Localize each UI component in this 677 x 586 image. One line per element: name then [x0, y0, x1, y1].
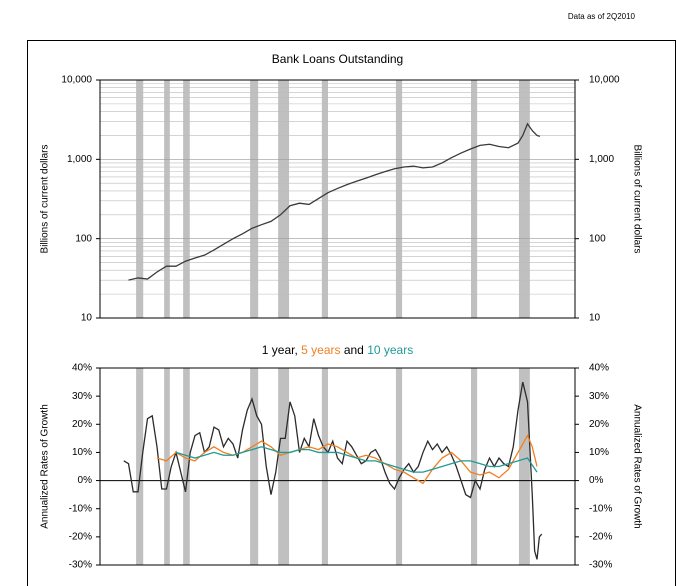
data-note: Data as of 2Q2010	[568, 12, 636, 21]
y-tick-label: -30%	[69, 560, 92, 571]
y-tick-label: 10	[81, 313, 93, 324]
y2-axis-label: Annualized Rates of Growth	[631, 404, 642, 529]
y2-tick-label: 1,000	[589, 154, 614, 165]
plot-area	[99, 79, 576, 319]
y2-tick-label: 10	[589, 313, 601, 324]
shaded-period	[470, 368, 478, 565]
y2-tick-label: -10%	[589, 503, 612, 514]
y-tick-label: 20%	[72, 419, 92, 430]
y2-tick-label: -30%	[589, 560, 612, 571]
shaded-period	[278, 80, 290, 318]
title-separator: ,	[294, 343, 301, 357]
shaded-period	[183, 368, 190, 565]
y2-tick-label: 20%	[589, 419, 609, 430]
shaded-period	[518, 80, 530, 318]
shaded-period	[183, 80, 190, 318]
shaded-period	[250, 368, 259, 565]
shaded-period	[164, 80, 170, 318]
data-line	[175, 446, 538, 473]
y-tick-label: 40%	[72, 363, 92, 374]
y-tick-label: -10%	[69, 503, 92, 514]
shaded-period	[164, 368, 170, 565]
y2-tick-label: 30%	[589, 391, 609, 402]
title-separator: and	[341, 343, 368, 357]
shaded-period	[321, 368, 328, 565]
shaded-period	[278, 368, 290, 565]
y-tick-label: 0%	[78, 475, 93, 486]
y2-tick-label: 100	[589, 233, 606, 244]
y2-tick-label: 10%	[589, 447, 609, 458]
shaded-period	[136, 368, 144, 565]
y2-axis-label: Billions of current dollars	[631, 145, 642, 254]
data-line	[128, 122, 541, 281]
y-axis-label: Billions of current dollars	[40, 145, 51, 254]
shaded-period	[136, 80, 144, 318]
legend-entry: 5 years	[301, 343, 340, 357]
y-tick-label: -20%	[69, 531, 92, 542]
data-line	[123, 381, 543, 560]
shaded-period	[395, 368, 403, 565]
chart-title: 1 year, 5 years and 10 years	[262, 343, 413, 357]
y-tick-label: 10%	[72, 447, 92, 458]
chart-title: Bank Loans Outstanding	[272, 52, 403, 66]
y-axis-label: Annualized Rates of Growth	[40, 404, 51, 529]
plot-area	[99, 367, 576, 566]
y2-tick-label: 0%	[589, 475, 604, 486]
frame	[27, 40, 676, 586]
shaded-period	[470, 80, 478, 318]
y-tick-label: 10,000	[61, 75, 92, 86]
y-tick-label: 1,000	[67, 154, 92, 165]
legend-entry: 10 years	[367, 343, 413, 357]
y2-tick-label: -20%	[589, 531, 612, 542]
y2-tick-label: 40%	[589, 363, 609, 374]
shaded-period	[250, 80, 259, 318]
y2-tick-label: 10,000	[589, 75, 620, 86]
shaded-period	[321, 80, 328, 318]
shaded-period	[395, 80, 403, 318]
y-tick-label: 100	[75, 233, 92, 244]
legend-entry: 1 year	[262, 343, 295, 357]
data-line	[156, 434, 538, 485]
y-tick-label: 30%	[72, 391, 92, 402]
shaded-period	[518, 368, 530, 565]
